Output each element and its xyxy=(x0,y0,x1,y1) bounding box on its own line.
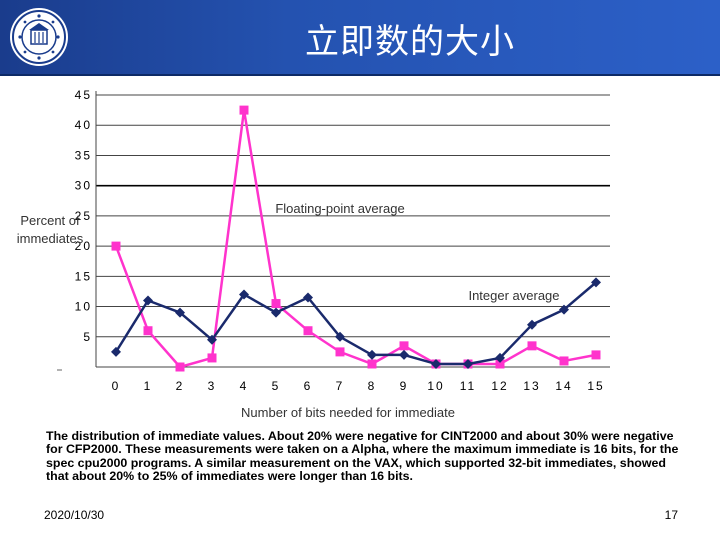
series-point-0 xyxy=(559,356,569,366)
series-point-0 xyxy=(495,359,505,369)
y-tick-label: 15 xyxy=(75,269,92,283)
series-point-1 xyxy=(303,292,313,303)
series-point-0 xyxy=(527,341,537,351)
series-point-1 xyxy=(239,289,249,300)
university-seal-logo xyxy=(10,8,68,66)
y-tick-label: 45 xyxy=(75,88,92,102)
y-tick-label: 35 xyxy=(75,148,92,162)
series-point-1 xyxy=(111,346,121,357)
series-point-1 xyxy=(271,307,281,318)
y-tick-label: 25 xyxy=(75,209,92,223)
series-point-1 xyxy=(399,349,409,360)
x-tick-label: 10 xyxy=(427,379,444,393)
x-tick-label: 12 xyxy=(491,379,508,393)
series-label-integer: Integer average xyxy=(468,288,559,303)
series-point-0 xyxy=(175,362,185,372)
x-axis-label: Number of bits needed for immediate xyxy=(241,405,455,420)
y-tick-label: 10 xyxy=(75,300,92,314)
x-tick-label: 4 xyxy=(240,379,249,393)
y-tick-label: 30 xyxy=(75,179,92,193)
footer-date: 2020/10/30 xyxy=(44,508,105,522)
series-point-1 xyxy=(431,358,441,369)
series-point-1 xyxy=(495,352,505,363)
series-point-1 xyxy=(335,331,345,342)
series-point-0 xyxy=(271,299,281,309)
series-point-1 xyxy=(175,307,185,318)
x-tick-label: 0 xyxy=(112,379,121,393)
series-point-0 xyxy=(143,326,153,336)
x-tick-label: 7 xyxy=(336,379,345,393)
series-point-1 xyxy=(367,349,377,360)
series-point-1 xyxy=(559,304,569,315)
x-tick-label: 14 xyxy=(555,379,572,393)
series-point-1 xyxy=(591,277,601,288)
page-number: 17 xyxy=(664,508,678,522)
y-axis-label-line2: immediates xyxy=(17,231,84,246)
y-tick-label: 20 xyxy=(75,239,92,253)
series-point-0 xyxy=(591,350,601,360)
x-tick-label: 5 xyxy=(272,379,281,393)
x-tick-label: 1 xyxy=(144,379,153,393)
series-point-1 xyxy=(527,319,537,330)
figure-caption: The distribution of immediate values. Ab… xyxy=(46,429,679,484)
series-point-0 xyxy=(335,347,345,357)
series-point-0 xyxy=(239,105,249,115)
header-divider xyxy=(0,74,720,76)
series-point-1 xyxy=(463,358,473,369)
x-tick-label: 2 xyxy=(176,379,185,393)
series-point-1 xyxy=(207,334,217,345)
series-point-0 xyxy=(111,241,121,251)
series-point-1 xyxy=(143,295,153,306)
x-tick-label: 11 xyxy=(460,379,476,393)
x-tick-label: 9 xyxy=(400,379,409,393)
series-line-1 xyxy=(114,281,597,366)
series-point-0 xyxy=(303,326,313,336)
series-point-0 xyxy=(367,359,377,369)
y-axis-label-line1: Percent of xyxy=(20,213,80,228)
series-point-0 xyxy=(399,341,409,351)
series-label-floating-point: Floating-point average xyxy=(275,201,404,216)
y-tick-label: 5 xyxy=(83,330,92,344)
x-tick-label: 15 xyxy=(587,379,604,393)
header-bar: 立即数的大小 xyxy=(0,0,720,74)
series-point-0 xyxy=(207,353,217,363)
y-tick-label: 40 xyxy=(75,118,92,132)
series-line-0 xyxy=(114,108,597,369)
x-tick-label: 8 xyxy=(368,379,377,393)
x-tick-label: 3 xyxy=(208,379,217,393)
page-title: 立即数的大小 xyxy=(305,22,515,62)
x-tick-label: 13 xyxy=(523,379,540,393)
x-tick-label: 6 xyxy=(304,379,313,393)
